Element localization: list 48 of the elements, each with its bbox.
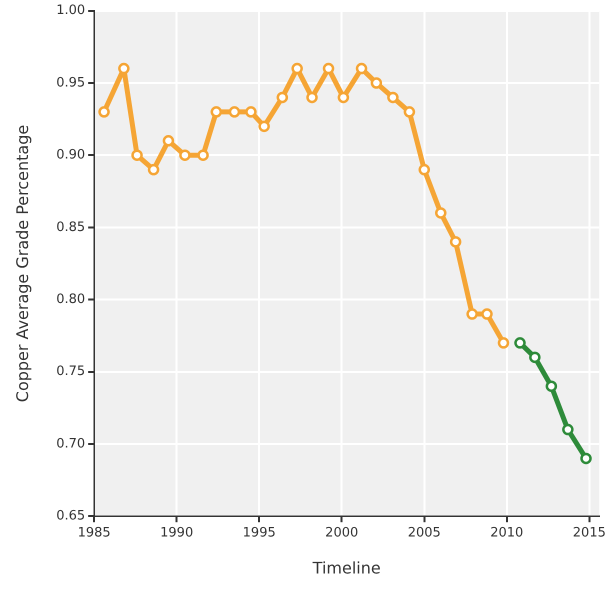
point bbox=[148, 164, 160, 176]
point bbox=[370, 77, 382, 89]
point bbox=[498, 337, 510, 349]
point bbox=[481, 308, 493, 320]
y-tick-label: 0.90 bbox=[56, 148, 86, 163]
point bbox=[276, 92, 288, 104]
point bbox=[338, 92, 350, 104]
y-tick-label: 1.00 bbox=[56, 3, 86, 18]
x-axis-title: Timeline bbox=[312, 558, 381, 578]
y-tick-label: 0.75 bbox=[56, 364, 86, 380]
point bbox=[356, 62, 368, 74]
point bbox=[306, 92, 318, 104]
point bbox=[118, 62, 130, 74]
y-tick-label: 0.80 bbox=[56, 292, 86, 307]
point bbox=[228, 106, 240, 118]
point bbox=[258, 120, 270, 132]
point bbox=[387, 92, 399, 104]
point bbox=[210, 106, 222, 118]
x-tick-label: 2005 bbox=[408, 525, 441, 540]
point bbox=[514, 337, 526, 349]
x-tick-label: 1995 bbox=[242, 525, 276, 540]
y-tick-label: 0.65 bbox=[56, 508, 86, 524]
point bbox=[466, 308, 478, 320]
point bbox=[131, 149, 143, 161]
y-tick-label: 0.85 bbox=[56, 220, 86, 235]
x-tick-label: 2000 bbox=[325, 525, 358, 540]
point bbox=[418, 164, 430, 176]
y-axis-title: Copper Average Grade Percentage bbox=[12, 124, 32, 402]
x-tick-label: 2015 bbox=[572, 525, 606, 540]
point bbox=[562, 424, 574, 436]
point bbox=[322, 62, 334, 74]
point bbox=[404, 106, 416, 118]
point bbox=[450, 236, 462, 248]
point bbox=[162, 135, 174, 147]
point bbox=[580, 452, 592, 464]
point bbox=[529, 352, 541, 364]
point bbox=[245, 106, 257, 118]
point bbox=[291, 62, 303, 74]
x-tick-label: 1985 bbox=[78, 525, 111, 540]
point bbox=[435, 207, 447, 219]
x-tick-label: 1990 bbox=[160, 525, 194, 540]
y-tick-label: 0.95 bbox=[56, 75, 86, 90]
point bbox=[546, 380, 558, 392]
point bbox=[179, 149, 191, 161]
x-tick-label: 2010 bbox=[490, 525, 524, 540]
y-tick-label: 0.70 bbox=[56, 436, 86, 452]
point bbox=[98, 106, 110, 118]
point bbox=[197, 149, 209, 161]
